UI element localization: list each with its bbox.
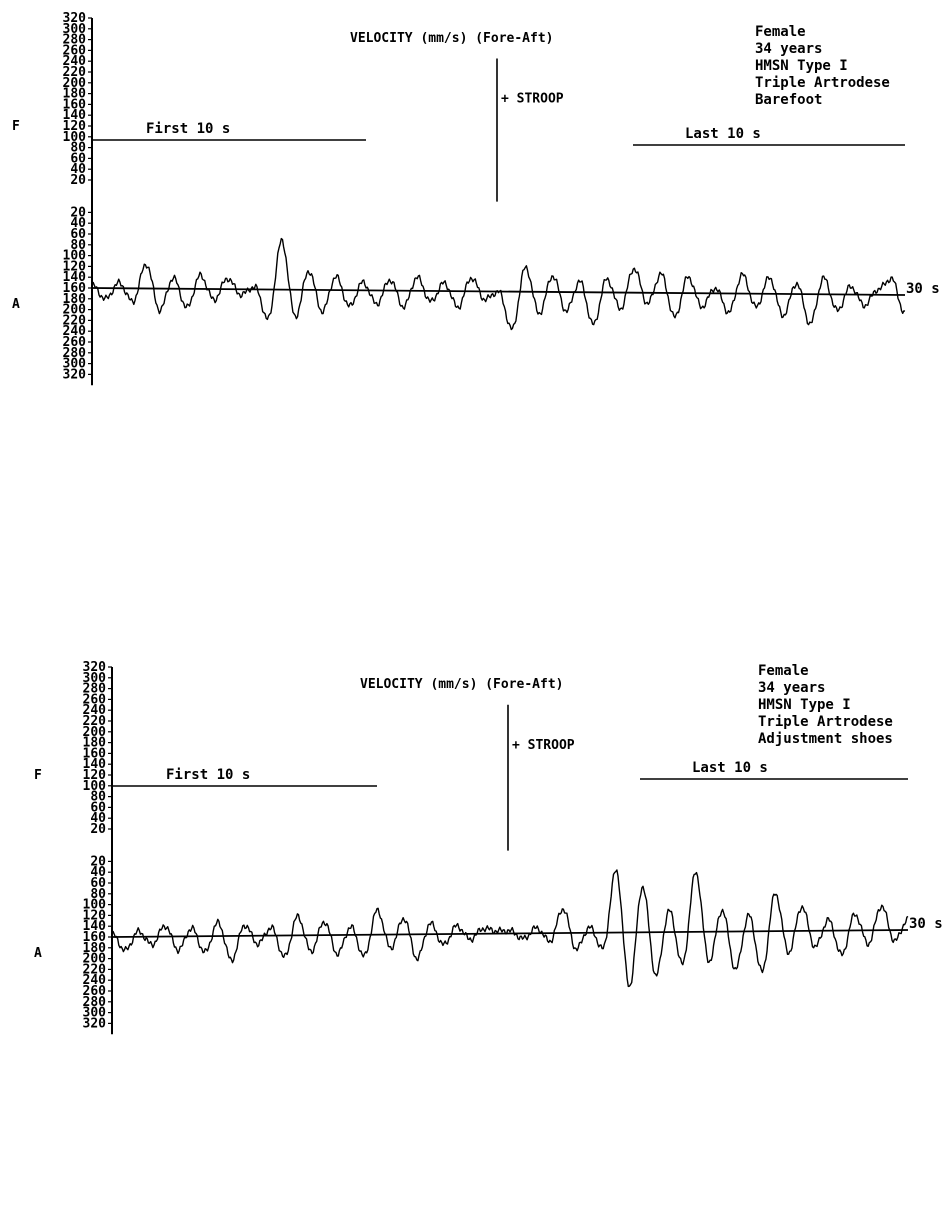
subject-info-line: 34 years xyxy=(758,680,825,696)
y-tick-label: 80 xyxy=(90,790,106,805)
chart-title: VELOCITY (mm/s) (Fore-Aft) xyxy=(350,31,554,46)
last-segment-label: Last 10 s xyxy=(685,126,761,142)
y-tick-label: 300 xyxy=(83,1006,107,1021)
y-tick-label: 20 xyxy=(90,822,106,837)
y-tick-label: 140 xyxy=(63,270,87,285)
y-tick-label: 160 xyxy=(63,281,87,296)
first-segment-label: First 10 s xyxy=(146,121,230,137)
y-tick-label: 80 xyxy=(70,141,86,156)
y-tick-label: 60 xyxy=(90,800,106,815)
y-tick-label: 240 xyxy=(83,973,107,988)
y-tick-label: 20 xyxy=(90,854,106,869)
y-tick-label: 40 xyxy=(90,811,106,826)
y-tick-label: 320 xyxy=(63,11,87,26)
baseline xyxy=(111,929,909,938)
y-tick-label: 280 xyxy=(63,346,87,361)
y-tick-label: 100 xyxy=(63,249,87,264)
y-tick-label: 40 xyxy=(70,216,86,231)
y-tick-label: 80 xyxy=(90,887,106,902)
subject-info-line: Female xyxy=(758,663,809,679)
y-tick-label: 220 xyxy=(63,65,87,80)
fore-label: F xyxy=(12,119,20,134)
subject-info-line: Adjustment shoes xyxy=(758,731,893,747)
y-tick-label: 240 xyxy=(63,324,87,339)
y-tick-label: 300 xyxy=(83,671,107,686)
aft-label: A xyxy=(34,946,42,961)
y-tick-label: 220 xyxy=(83,714,107,729)
velocity-trace xyxy=(111,869,909,988)
y-tick-label: 240 xyxy=(83,703,107,718)
last-segment-label: Last 10 s xyxy=(692,760,768,776)
y-tick-label: 160 xyxy=(63,97,87,112)
y-tick-label: 260 xyxy=(63,335,87,350)
y-tick-label: 40 xyxy=(70,162,86,177)
y-tick-label: 100 xyxy=(83,898,107,913)
y-tick-label: 60 xyxy=(70,151,86,166)
y-tick-label: 260 xyxy=(63,43,87,58)
y-tick-label: 200 xyxy=(63,303,87,318)
y-tick-label: 320 xyxy=(63,367,87,382)
y-tick-label: 320 xyxy=(83,660,107,675)
first-segment-label: First 10 s xyxy=(166,767,250,783)
y-tick-label: 100 xyxy=(83,779,107,794)
y-tick-label: 20 xyxy=(70,205,86,220)
y-tick-label: 140 xyxy=(83,919,107,934)
y-tick-label: 120 xyxy=(83,768,107,783)
y-tick-label: 180 xyxy=(63,87,87,102)
subject-info-line: Female xyxy=(755,24,806,40)
velocity-trace xyxy=(91,237,906,331)
fore-label: F xyxy=(34,768,42,783)
stroop-label: + STROOP xyxy=(501,92,564,107)
y-tick-label: 300 xyxy=(63,357,87,372)
y-tick-label: 180 xyxy=(83,736,107,751)
y-tick-label: 200 xyxy=(83,952,107,967)
y-tick-label: 180 xyxy=(83,941,107,956)
y-tick-label: 60 xyxy=(70,227,86,242)
subject-info-line: HMSN Type I xyxy=(755,58,848,74)
y-tick-label: 120 xyxy=(63,259,87,274)
subject-info-line: Triple Artrodese xyxy=(758,714,893,730)
y-tick-label: 120 xyxy=(63,119,87,134)
end-time-label: 30 s xyxy=(906,281,940,297)
y-tick-label: 220 xyxy=(83,962,107,977)
y-tick-label: 140 xyxy=(83,757,107,772)
y-tick-label: 220 xyxy=(63,313,87,328)
y-tick-label: 280 xyxy=(83,682,107,697)
subject-info-line: HMSN Type I xyxy=(758,697,851,713)
y-tick-label: 180 xyxy=(63,292,87,307)
subject-info-line: Barefoot xyxy=(755,92,822,108)
subject-info-line: Triple Artrodese xyxy=(755,75,890,91)
y-tick-label: 280 xyxy=(83,995,107,1010)
subject-info-line: 34 years xyxy=(755,41,822,57)
y-tick-label: 260 xyxy=(83,984,107,999)
end-time-label: 30 s xyxy=(909,916,943,932)
stroop-label: + STROOP xyxy=(512,738,575,753)
y-tick-label: 200 xyxy=(83,725,107,740)
y-tick-label: 120 xyxy=(83,908,107,923)
y-tick-label: 80 xyxy=(70,238,86,253)
y-tick-label: 300 xyxy=(63,22,87,37)
y-tick-label: 140 xyxy=(63,108,87,123)
y-tick-label: 160 xyxy=(83,930,107,945)
y-tick-label: 280 xyxy=(63,33,87,48)
y-tick-label: 260 xyxy=(83,692,107,707)
y-tick-label: 40 xyxy=(90,865,106,880)
y-tick-label: 100 xyxy=(63,130,87,145)
chart-title: VELOCITY (mm/s) (Fore-Aft) xyxy=(360,677,564,692)
aft-label: A xyxy=(12,297,20,312)
y-tick-label: 200 xyxy=(63,76,87,91)
y-tick-label: 160 xyxy=(83,746,107,761)
y-tick-label: 20 xyxy=(70,173,86,188)
y-tick-label: 320 xyxy=(83,1016,107,1031)
y-tick-label: 240 xyxy=(63,54,87,69)
y-tick-label: 60 xyxy=(90,876,106,891)
